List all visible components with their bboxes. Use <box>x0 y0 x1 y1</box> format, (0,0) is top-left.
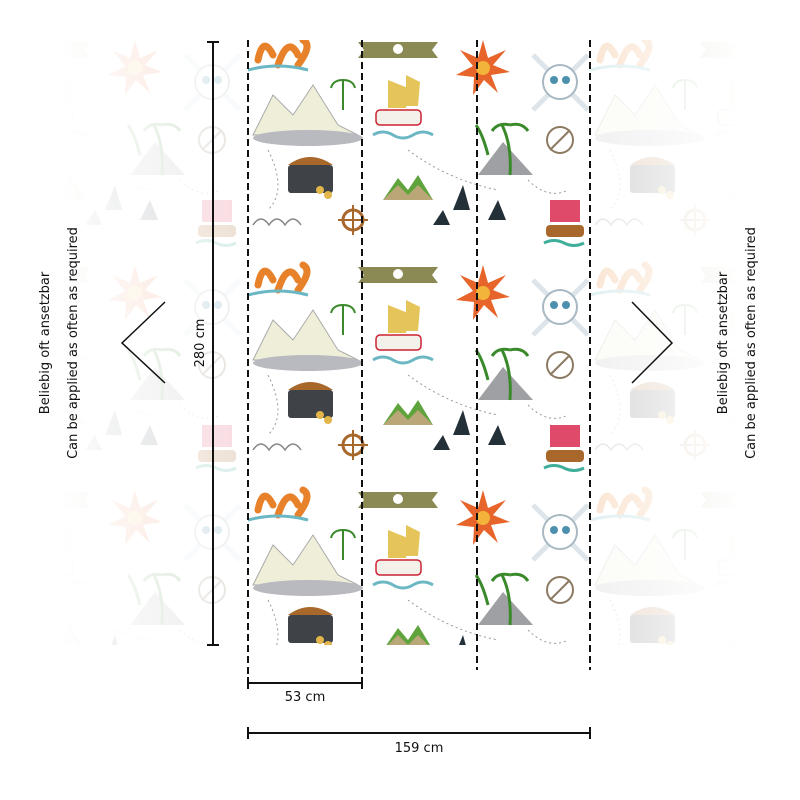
panel-borders <box>247 40 591 685</box>
height-label: 280 cm <box>193 319 208 368</box>
wallpaper-pattern <box>248 40 588 696</box>
panel-width-label: 53 cm <box>285 690 326 705</box>
note-en-right: Can be applied as often as required <box>744 227 759 459</box>
note-de-left: Beliebig oft ansetzbar <box>38 271 53 414</box>
dimension-lines <box>207 41 591 739</box>
note-de-right: Beliebig oft ansetzbar <box>716 271 731 414</box>
repeat-arrows <box>120 301 674 384</box>
note-en-left: Can be applied as often as required <box>66 227 81 459</box>
total-width-label: 159 cm <box>395 741 444 756</box>
